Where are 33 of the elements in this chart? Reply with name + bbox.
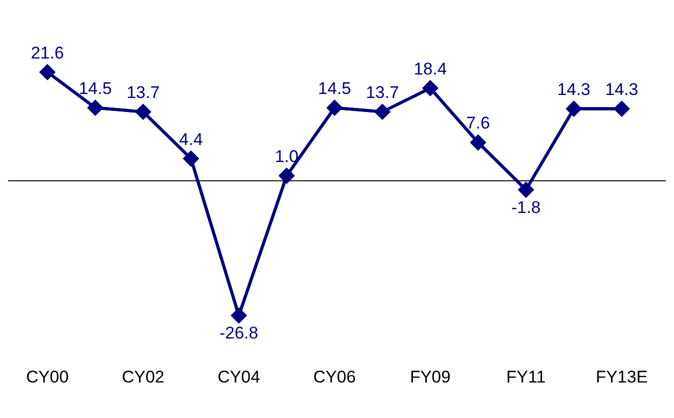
point bbox=[374, 104, 390, 120]
data-label: 18.4 bbox=[414, 59, 447, 78]
point bbox=[136, 104, 151, 120]
data-label: 21.6 bbox=[30, 43, 64, 62]
data-label: -26.8 bbox=[219, 324, 258, 343]
data-label: -1.8 bbox=[511, 198, 541, 217]
data-label: 7.6 bbox=[466, 114, 490, 133]
point bbox=[327, 100, 342, 116]
point bbox=[518, 182, 534, 198]
point bbox=[231, 308, 246, 324]
point bbox=[470, 134, 486, 150]
data-label: 4.4 bbox=[179, 130, 203, 149]
point bbox=[422, 80, 438, 96]
point bbox=[566, 101, 582, 116]
x-tick-label: CY02 bbox=[122, 367, 164, 386]
x-tick-label: CY00 bbox=[26, 367, 69, 386]
data-label: 14.5 bbox=[78, 78, 112, 98]
x-tick-label: FY11 bbox=[506, 367, 546, 386]
data-label: 13.7 bbox=[366, 83, 399, 102]
point bbox=[183, 151, 198, 166]
data-label: 13.7 bbox=[126, 83, 160, 102]
data-label: 14.3 bbox=[605, 80, 638, 99]
data-label: 1.0 bbox=[274, 146, 299, 166]
point bbox=[614, 101, 630, 116]
point bbox=[279, 168, 294, 184]
point bbox=[88, 100, 103, 116]
data-label: 14.3 bbox=[557, 80, 590, 99]
x-tick-label: FY09 bbox=[410, 367, 451, 386]
x-tick-label: CY04 bbox=[218, 367, 260, 386]
data-label: 14.5 bbox=[318, 78, 352, 98]
x-tick-label: CY06 bbox=[313, 367, 356, 386]
x-tick-label: FY13E bbox=[596, 367, 648, 386]
point bbox=[40, 64, 55, 80]
